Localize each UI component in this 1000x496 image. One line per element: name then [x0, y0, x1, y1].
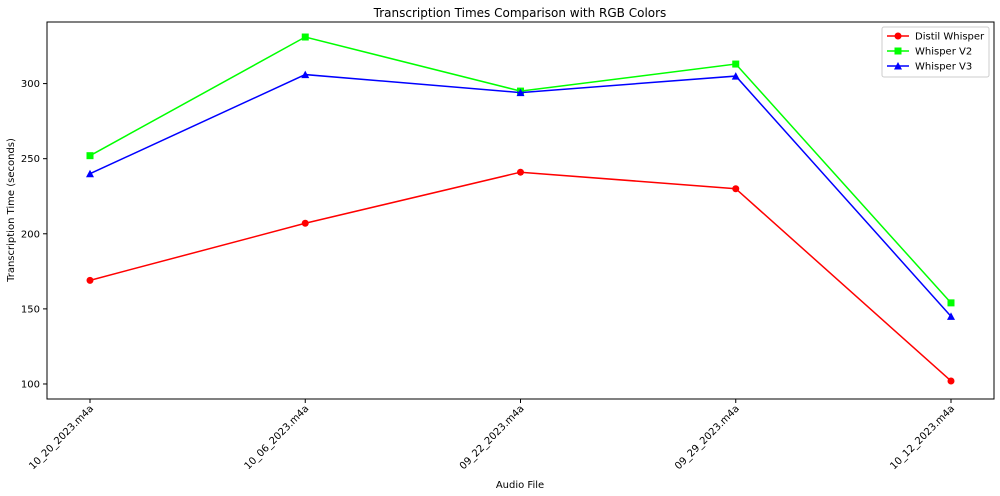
legend-marker: [894, 32, 902, 40]
y-tick-label: 150: [21, 304, 40, 315]
series-line: [89, 171, 952, 382]
legend-marker: [894, 47, 902, 55]
legend-item: Whisper V3: [887, 62, 972, 73]
y-tick-label: 300: [21, 79, 40, 90]
legend-label: Distil Whisper: [915, 32, 985, 43]
data-point: [731, 72, 740, 80]
y-axis: 100 150 200 250 300: [21, 79, 47, 390]
x-tick-label: 10_12_2023.m4a: [888, 403, 957, 472]
plot-area: [46, 21, 995, 400]
data-point: [517, 168, 524, 176]
y-tick-label: 250: [21, 154, 40, 165]
legend-label: Whisper V2: [915, 47, 972, 58]
x-axis: 10_20_2023.m4a 10_06_2023.m4a 09_22_2023.m…: [27, 399, 957, 472]
y-axis-title: Transcription Time (seconds): [6, 138, 17, 283]
data-point: [86, 276, 94, 284]
data-point: [301, 70, 310, 79]
series-layer: [86, 33, 955, 385]
data-point: [947, 312, 955, 320]
legend-item: Distil Whisper: [887, 32, 985, 43]
data-point: [947, 377, 955, 385]
x-tick-label: 10_06_2023.m4a: [243, 403, 312, 472]
legend: Distil Whisper Whisper V2 Whisper V3: [881, 26, 990, 78]
chart-title: Transcription Times Comparison with RGB …: [373, 6, 667, 20]
series-distil-whisper: [86, 168, 955, 385]
data-point: [301, 219, 309, 227]
data-point: [947, 299, 955, 307]
legend-frame: [881, 26, 990, 78]
data-point: [732, 185, 740, 193]
data-point: [86, 169, 94, 178]
data-point: [301, 33, 309, 41]
x-tick-label: 09_22_2023.m4a: [458, 403, 527, 472]
data-point: [516, 88, 525, 97]
series-whisper-v3: [86, 70, 955, 320]
x-tick-label: 09_29_2023.m4a: [673, 403, 742, 472]
legend-label: Whisper V3: [915, 62, 972, 73]
data-point: [86, 152, 94, 160]
data-point: [732, 60, 740, 68]
y-tick-label: 200: [21, 229, 40, 240]
legend-item: Whisper V2: [887, 47, 972, 58]
series-line: [89, 73, 952, 317]
x-axis-title: Audio File: [496, 480, 544, 491]
legend-marker: [894, 62, 902, 70]
x-tick-label: 10_20_2023.m4a: [27, 403, 96, 472]
y-tick-label: 100: [21, 379, 40, 390]
